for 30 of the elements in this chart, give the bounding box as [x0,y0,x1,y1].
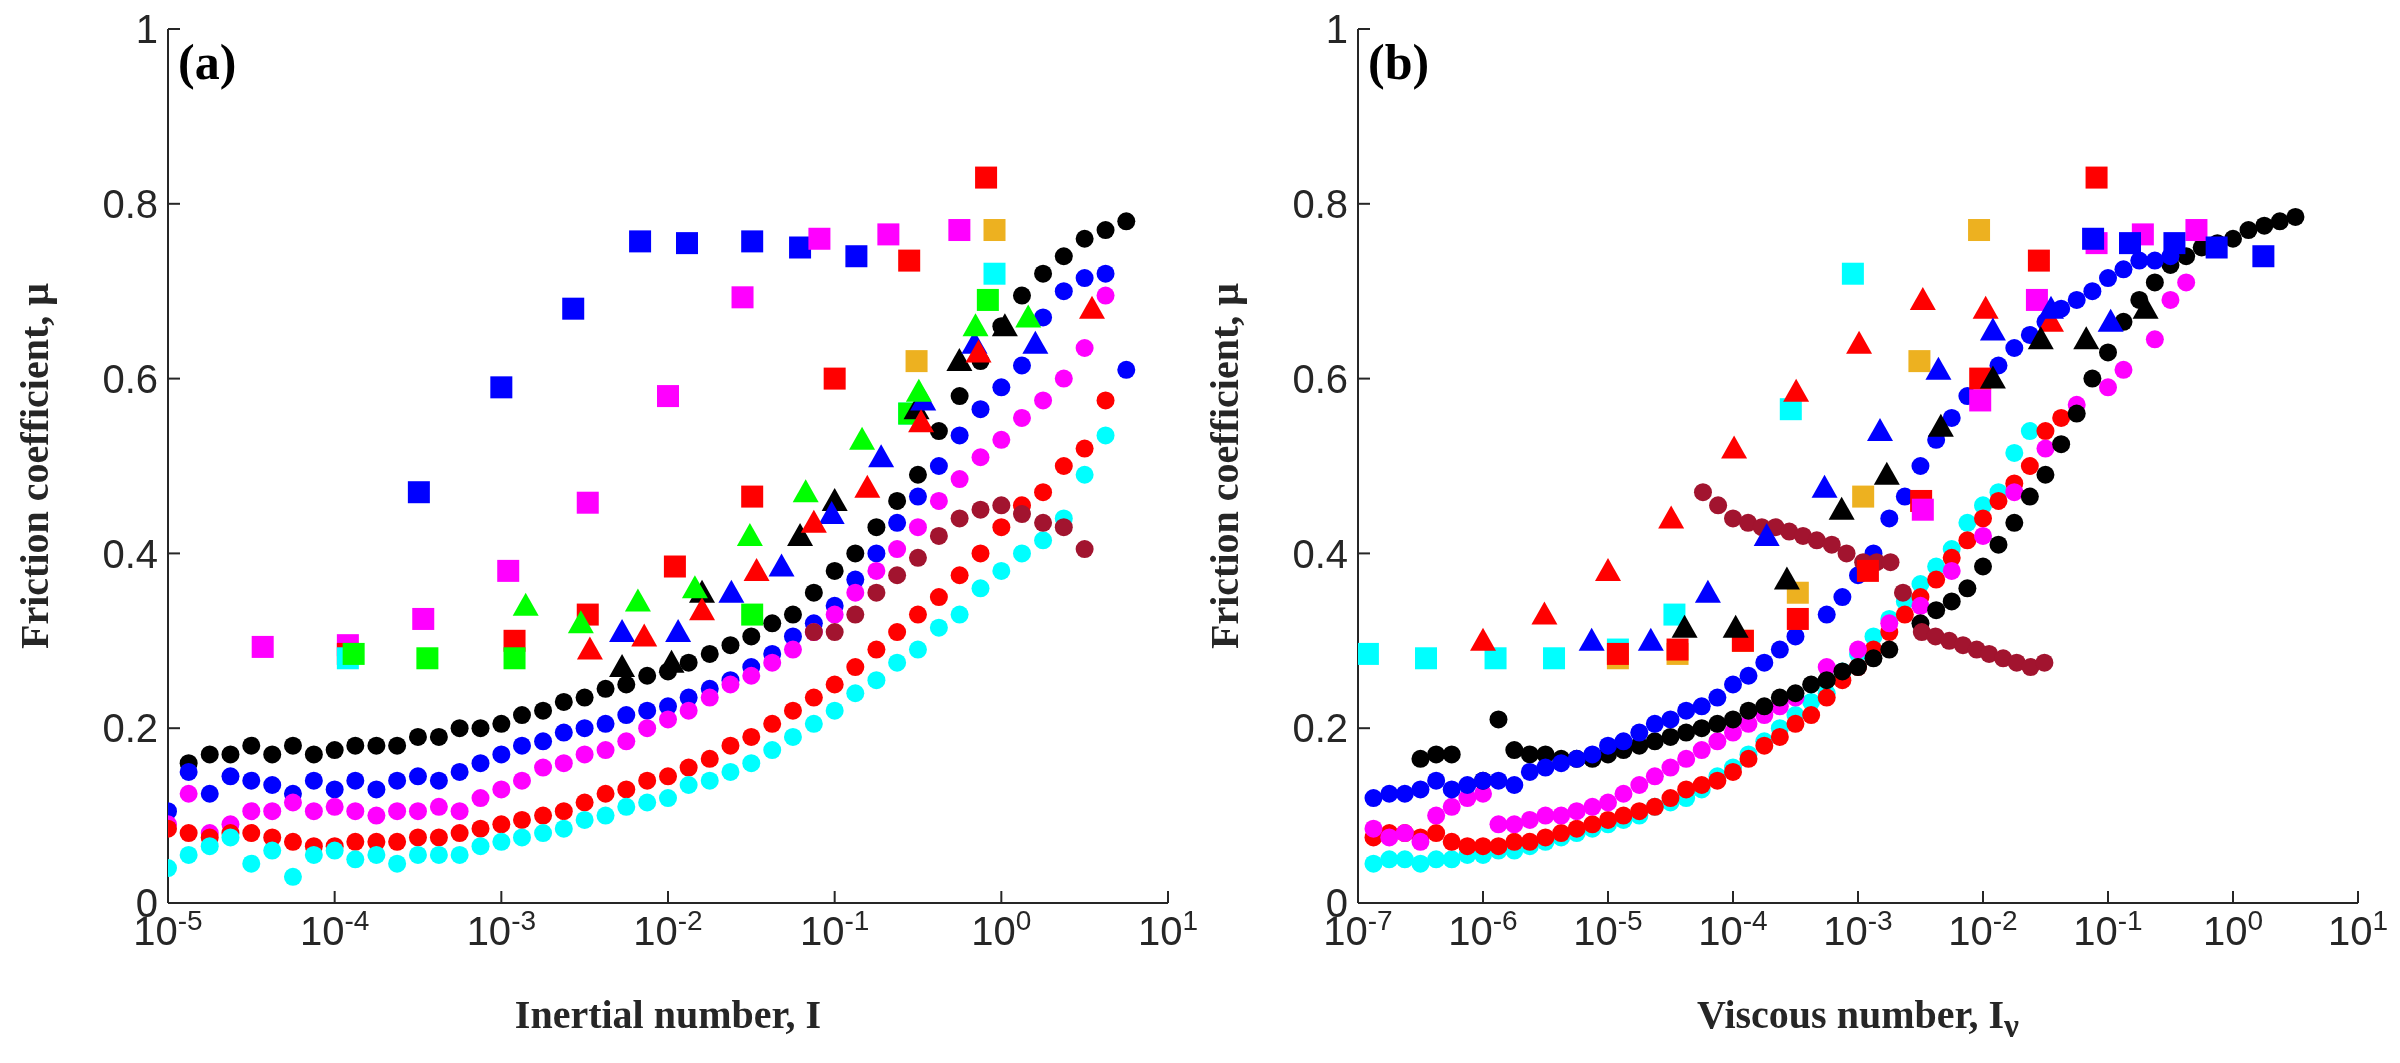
x-tick-label: 10$^{-3}$ [466,904,537,953]
x-tick-label: 10$^{-6}$ [1448,904,1518,953]
y-tick-label: 0.2 [1292,706,1348,751]
x-tick-label: 10$^{0}$ [971,904,1032,953]
x-tick-label: 10$^{-1}$ [799,904,870,953]
x-tick-label: 10$^{1}$ [2327,904,2389,953]
x-tick-label: 10$^{-2}$ [1948,904,2018,953]
y-axis-title: Friction coefficient, μ [1200,283,1248,649]
x-axis-title: Viscous number, I$_{ν}$ [1696,991,2020,1045]
chart-title: (b) [1368,33,1430,91]
y-tick-label: 0.6 [1292,356,1348,401]
y-tick-label: 0.4 [102,531,158,576]
y-tick-label: 1 [1325,7,1348,52]
x-tick-label: 10$^{-5}$ [1573,904,1643,953]
x-axis-title: Inertial number, I [513,991,823,1038]
y-tick-label: 0.8 [102,182,158,226]
y-axis-title: Friction coefficient, μ [10,283,58,649]
x-tick-label: 10$^{-4}$ [299,904,370,953]
x-tick-label: 10$^{-2}$ [633,904,703,953]
y-tick-label: 0.8 [1292,182,1348,226]
x-tick-label: 10$^{1}$ [1137,904,1199,953]
x-tick-label: 10$^{-4}$ [1698,904,1768,953]
x-tick-label: 10$^{-1}$ [2073,904,2143,953]
chart-title: (a) [178,33,237,91]
y-tick-label: 0.4 [1292,531,1348,576]
y-tick-label: 1 [135,7,158,52]
y-tick-label: 0.2 [102,706,158,751]
y-tick-label: 0.6 [102,356,158,401]
x-tick-label: 10$^{0}$ [2202,904,2264,953]
x-tick-label: 10$^{-3}$ [1823,904,1893,953]
